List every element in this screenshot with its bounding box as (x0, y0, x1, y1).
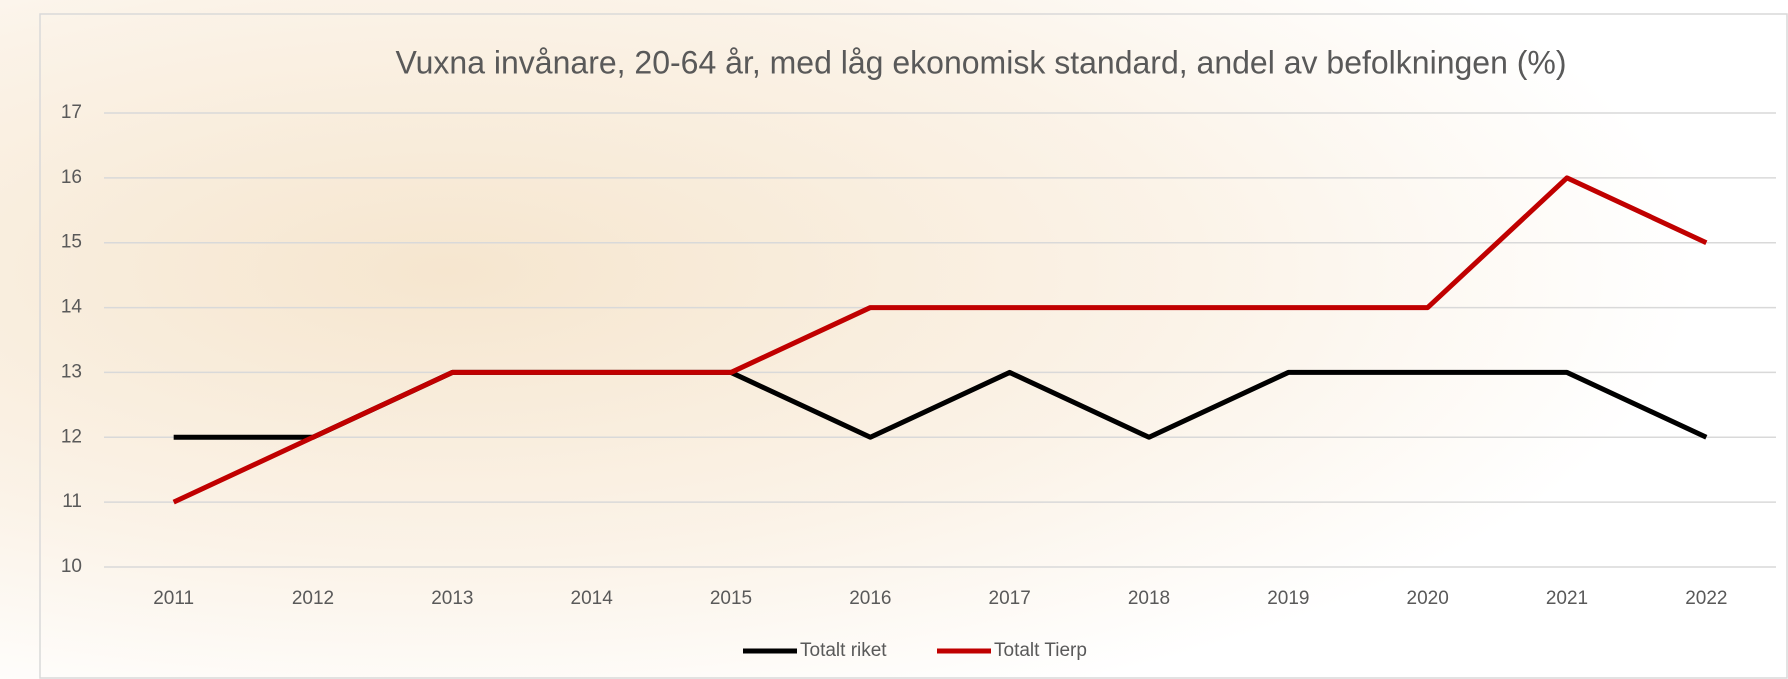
y-tick-label: 13 (61, 361, 82, 382)
x-tick-label: 2017 (989, 588, 1031, 609)
y-tick-label: 14 (61, 297, 83, 318)
x-tick-label: 2016 (849, 588, 891, 609)
legend-label: Totalt Tierp (994, 640, 1087, 661)
y-tick-label: 12 (61, 426, 82, 447)
x-tick-label: 2011 (153, 588, 194, 609)
x-tick-label: 2019 (1267, 588, 1309, 609)
x-tick-label: 2012 (292, 588, 334, 609)
y-tick-label: 10 (61, 556, 82, 577)
x-tick-label: 2022 (1685, 588, 1727, 609)
x-tick-label: 2015 (710, 588, 752, 609)
x-tick-label: 2020 (1407, 588, 1449, 609)
x-tick-label: 2013 (431, 588, 473, 609)
y-tick-label: 11 (62, 491, 82, 512)
y-tick-label: 16 (61, 167, 82, 188)
x-tick-label: 2014 (571, 588, 614, 609)
y-tick-label: 17 (61, 102, 82, 123)
chart: Vuxna invånare, 20-64 år, med låg ekonom… (0, 0, 1788, 679)
chart-title: Vuxna invånare, 20-64 år, med låg ekonom… (395, 44, 1566, 80)
page: Vuxna invånare, 20-64 år, med låg ekonom… (0, 0, 1788, 679)
legend-label: Totalt riket (800, 640, 887, 661)
background (0, 0, 1788, 679)
x-tick-label: 2021 (1546, 588, 1588, 609)
y-tick-label: 15 (61, 232, 82, 253)
x-tick-label: 2018 (1128, 588, 1170, 609)
